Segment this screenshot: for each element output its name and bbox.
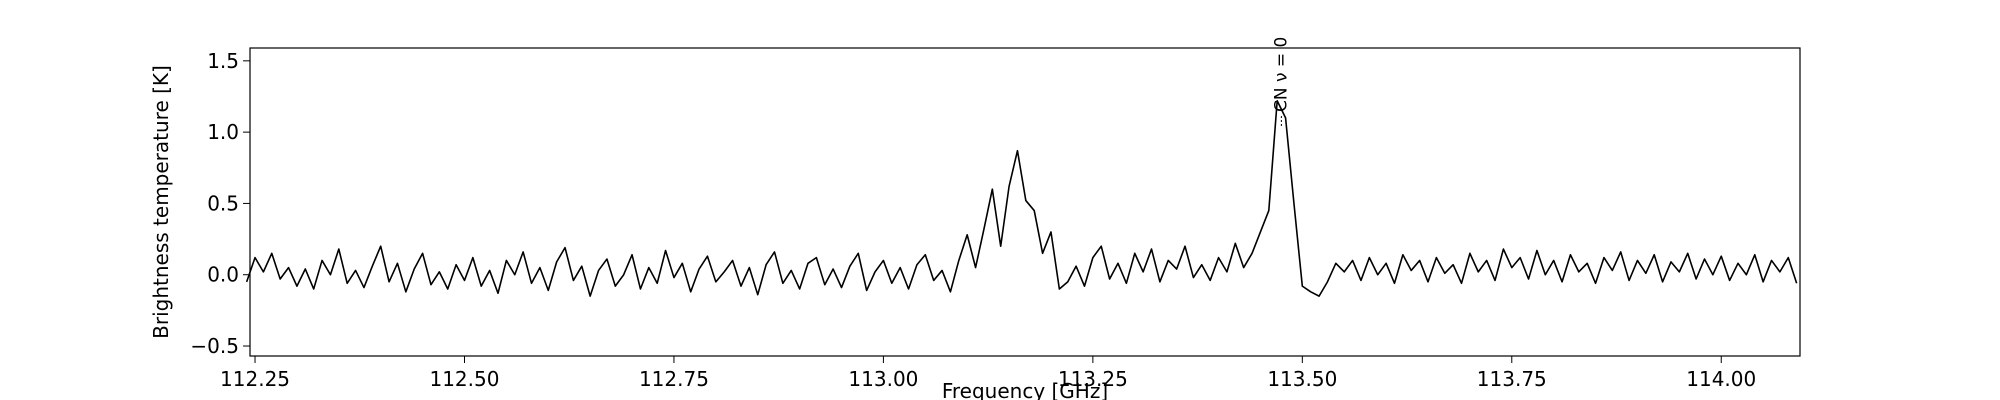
x-tick-label: 113.25	[1058, 367, 1128, 391]
x-tick-label: 112.50	[429, 367, 499, 391]
annotation-label: CN ν = 0	[1271, 37, 1291, 112]
x-tick-label: 112.25	[220, 367, 290, 391]
y-tick-label: −0.5	[190, 334, 239, 358]
y-tick-label: 1.0	[207, 120, 239, 144]
plot-frame	[249, 47, 1801, 357]
y-tick-label: 0.5	[207, 191, 239, 215]
x-tick-label: 114.00	[1686, 367, 1756, 391]
y-axis-label: Brightness temperature [K]	[149, 65, 173, 339]
y-tick-label: 1.5	[207, 49, 239, 73]
x-axis-label: Frequency [GHz]	[942, 379, 1108, 400]
y-tick-label: 0.0	[207, 263, 239, 287]
x-tick-label: 113.75	[1477, 367, 1547, 391]
x-tick-label: 112.75	[639, 367, 709, 391]
spectrum-line	[245, 99, 1798, 297]
x-tick-label: 113.50	[1267, 367, 1337, 391]
x-tick-label: 113.00	[848, 367, 918, 391]
